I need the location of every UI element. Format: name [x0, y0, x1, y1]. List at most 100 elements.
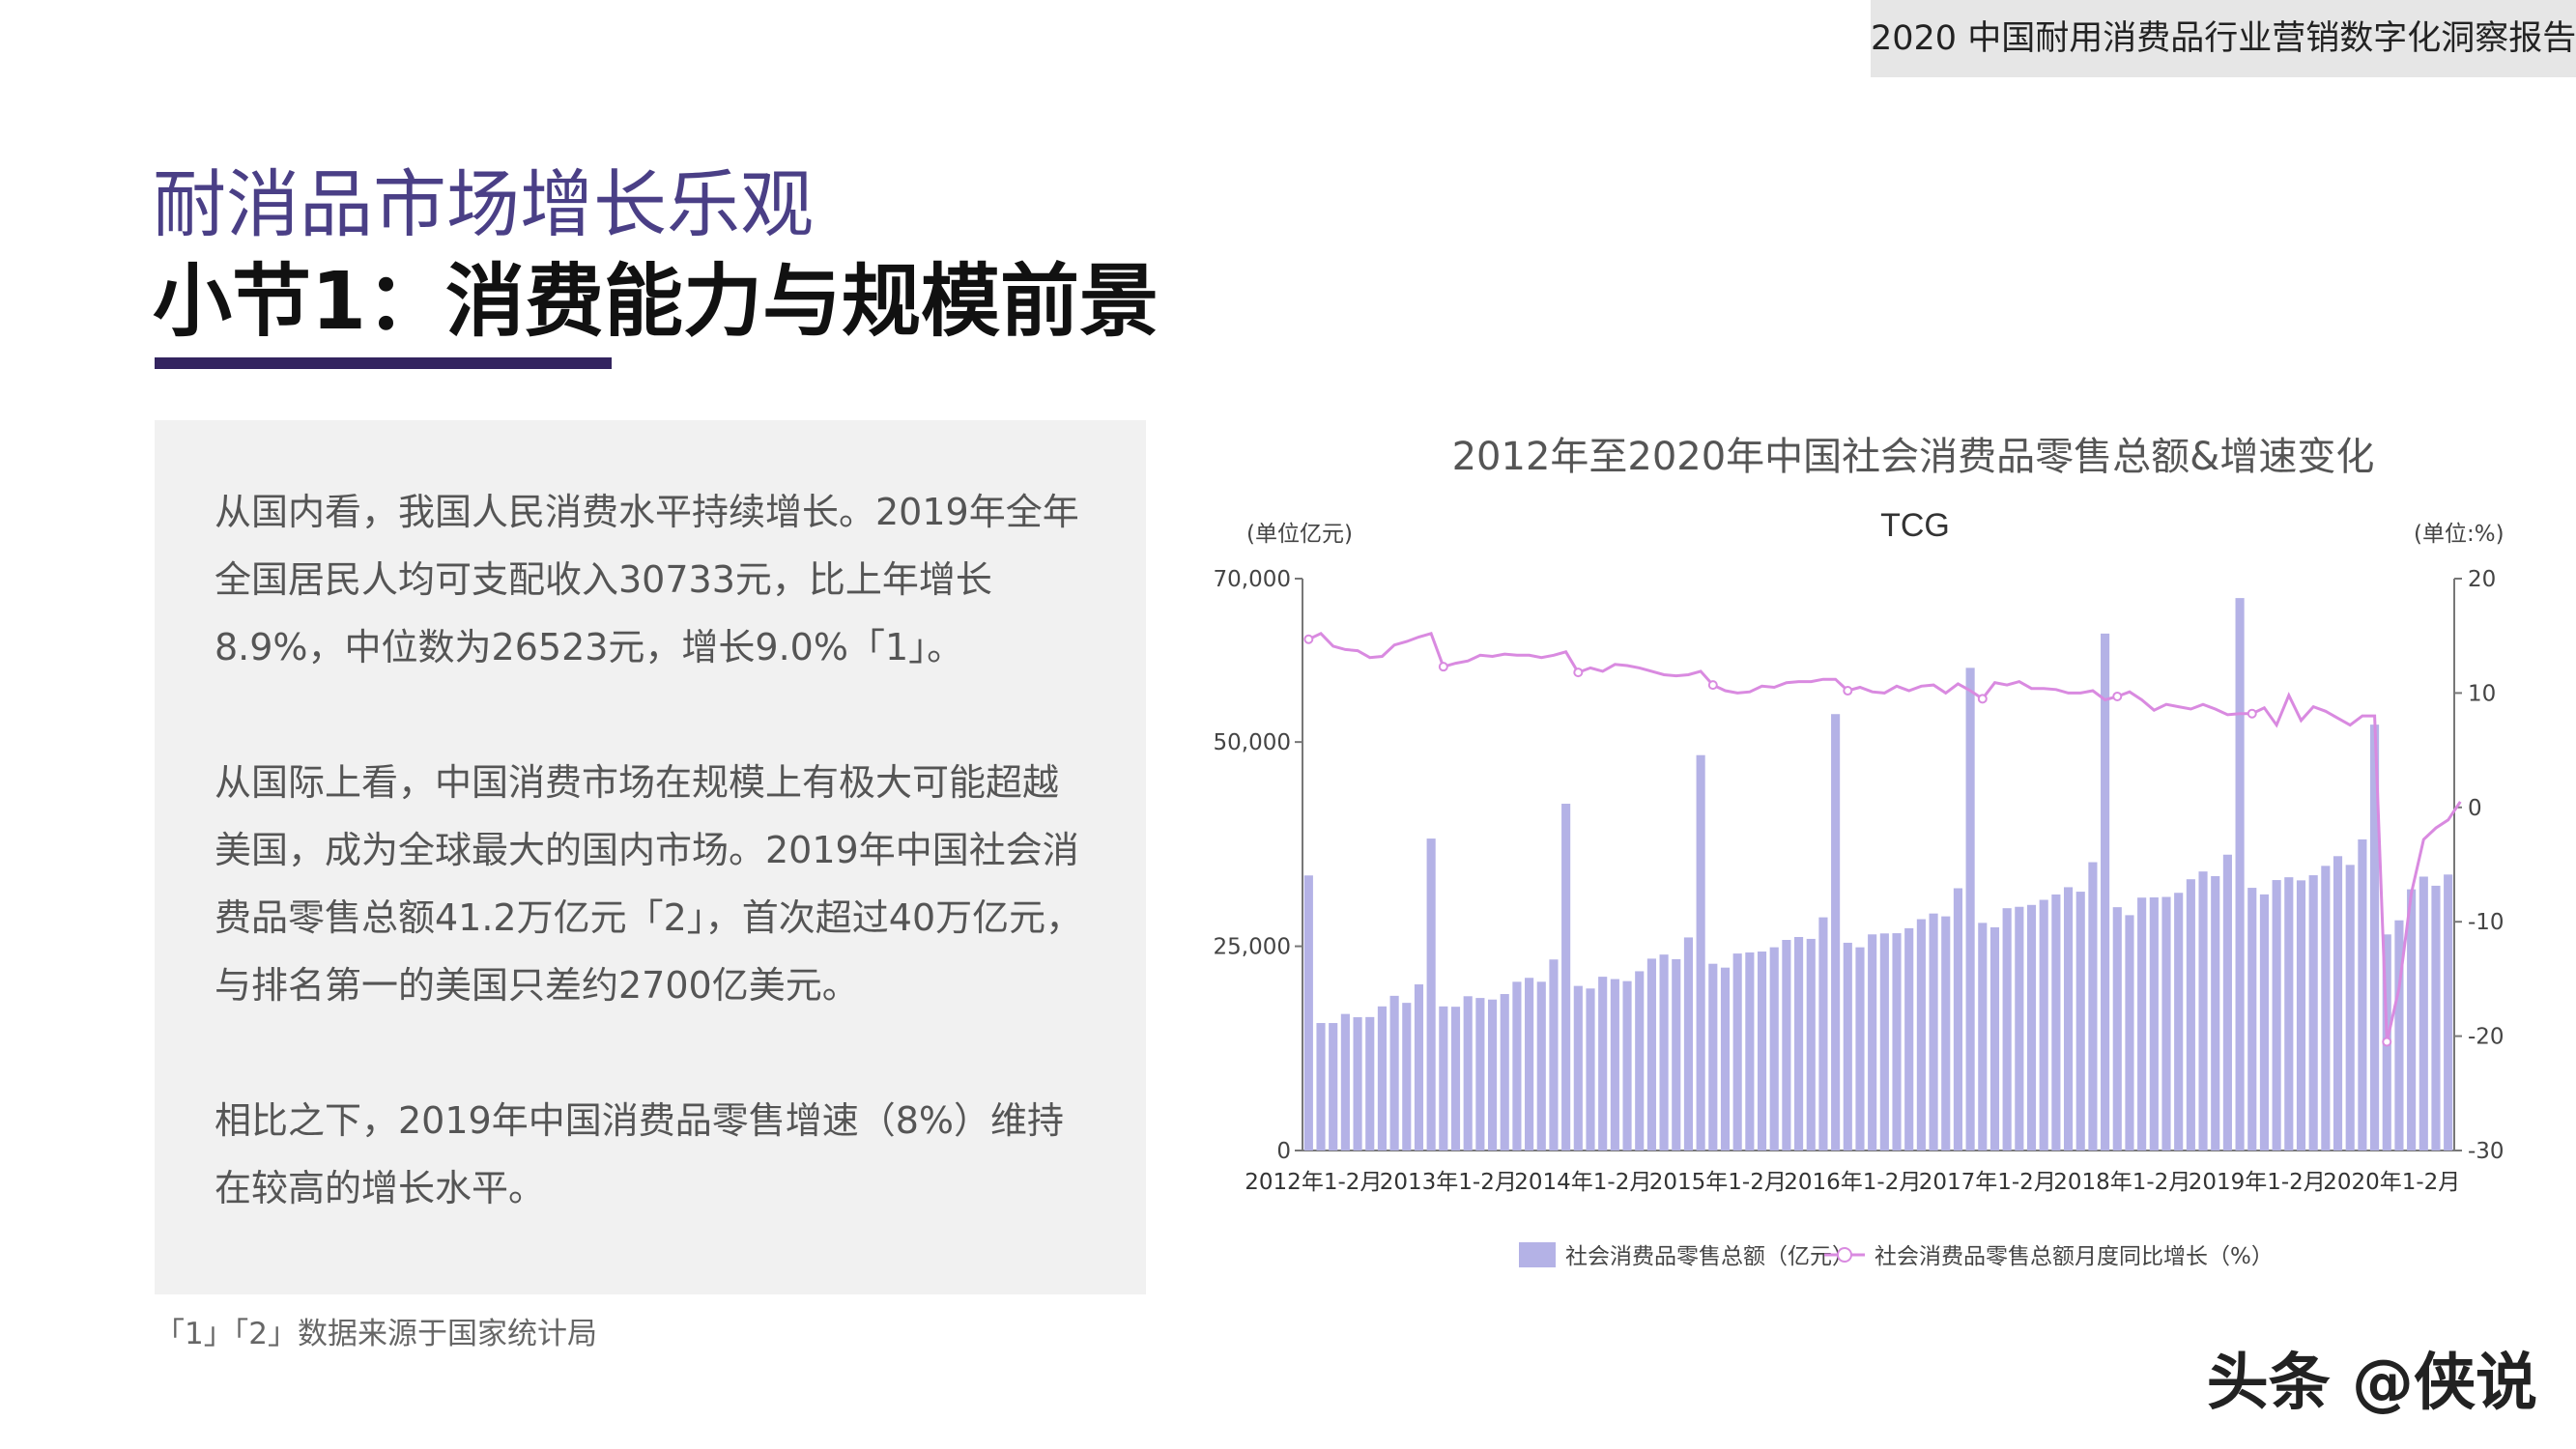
bar	[2431, 885, 2441, 1151]
bar	[1512, 981, 1522, 1151]
bar	[2186, 879, 2195, 1151]
bar	[2015, 906, 2024, 1151]
growth-point	[1573, 668, 1584, 678]
x-tick-label: 2013年1-2月	[1380, 1170, 1517, 1195]
bar	[1732, 953, 1742, 1151]
bar	[1646, 958, 1656, 1151]
bar	[1953, 888, 1962, 1151]
bar	[2137, 897, 2147, 1151]
bar	[1868, 934, 1877, 1151]
bar	[1536, 981, 1546, 1151]
bar	[1659, 954, 1669, 1151]
bar	[2333, 856, 2343, 1151]
bar	[1904, 927, 1914, 1151]
y-right-unit: (单位:%)	[2414, 522, 2504, 547]
bar	[2088, 862, 2098, 1151]
paragraph-international: 从国际上看，中国消费市场在规模上有极大可能超越美国，成为全球最大的国内市场。20…	[215, 761, 1083, 1007]
bar	[1316, 1023, 1326, 1151]
bar	[1989, 926, 2000, 1151]
bar	[2419, 876, 2428, 1151]
growth-point	[1707, 680, 1718, 691]
bar	[1414, 984, 1424, 1151]
bar	[1757, 952, 1767, 1151]
main-title: 耐消品市场增长乐观	[153, 161, 814, 247]
bar	[1402, 1003, 1412, 1151]
bar	[2174, 893, 2184, 1151]
bar	[2161, 896, 2171, 1151]
y-right-tick-label: 0	[2468, 796, 2482, 821]
bar	[2259, 894, 2270, 1151]
bar	[1622, 980, 1632, 1151]
bar	[2002, 908, 2012, 1151]
paragraph-comparison: 相比之下，2019年中国消费品零售增速（8%）维持在较高的增长水平。	[215, 1099, 1064, 1209]
bar	[1892, 933, 1902, 1151]
legend-line-label: 社会消费品零售总额月度同比增长（%）	[1875, 1244, 2274, 1269]
bar	[2026, 904, 2037, 1151]
bar	[1598, 977, 1608, 1151]
bar	[2444, 874, 2453, 1151]
y-left-unit: (单位亿元)	[1246, 522, 1353, 547]
bar	[1439, 1006, 1448, 1151]
growth-point	[2247, 708, 2257, 719]
legend-line-marker	[1837, 1247, 1852, 1263]
growth-point	[1438, 662, 1448, 672]
bar	[1365, 1016, 1375, 1151]
bar	[1720, 967, 1731, 1151]
bar	[1806, 938, 1816, 1151]
bar	[2247, 888, 2257, 1151]
bar	[2075, 892, 2085, 1151]
bar	[1573, 985, 1583, 1151]
bar	[2272, 880, 2281, 1151]
y-right-tick-label: -10	[2468, 910, 2504, 935]
bar	[1831, 714, 1841, 1151]
x-tick-label: 2019年1-2月	[2189, 1170, 2326, 1195]
retail-sales-chart: TCG (单位亿元) (单位:%) 0 25,000 50,000 70,000 20 10 0 -…	[1214, 507, 2504, 1269]
y-left-tick-label: 70,000	[1214, 567, 1291, 592]
bar	[1635, 971, 1645, 1151]
bar	[2198, 871, 2208, 1151]
x-tick-label: 2016年1-2月	[1784, 1170, 1921, 1195]
bar	[1463, 996, 1473, 1151]
bar	[1586, 988, 1595, 1151]
bar	[2370, 724, 2380, 1151]
y-left-tick-label: 0	[1276, 1139, 1291, 1164]
bar	[1377, 1006, 1387, 1151]
bar	[2222, 854, 2232, 1151]
bar	[1745, 952, 1755, 1151]
growth-point	[2382, 1037, 2392, 1047]
bar	[2284, 877, 2294, 1151]
bar	[1818, 917, 1828, 1151]
bar	[1708, 963, 1718, 1151]
bar	[1353, 1017, 1362, 1151]
bar	[1340, 1013, 1350, 1151]
bar	[2321, 866, 2331, 1151]
bar	[1610, 979, 1619, 1151]
x-tick-label: 2018年1-2月	[2053, 1170, 2190, 1195]
bar	[2063, 887, 2074, 1151]
bar	[1978, 923, 1988, 1151]
x-tick-label: 2012年1-2月	[1245, 1170, 1382, 1195]
bar	[2235, 598, 2245, 1151]
bar	[1683, 937, 1694, 1151]
chart-outer-title: 2012年至2020年中国社会消费品零售总额&增速变化	[1451, 435, 2375, 479]
y-right-tick-label: -20	[2468, 1025, 2504, 1050]
bar	[1303, 875, 1313, 1151]
bar	[2039, 899, 2048, 1151]
bar	[2211, 875, 2220, 1151]
bar	[1426, 838, 1436, 1151]
bar	[1561, 804, 1571, 1151]
bar	[1941, 916, 1951, 1151]
bar	[1696, 754, 1705, 1151]
growth-point	[1977, 694, 1988, 704]
report-title-tag: 2020 中国耐用消费品行业营销数字化洞察报告	[1871, 0, 2576, 77]
bar	[2358, 838, 2367, 1151]
text-panel: 从国内看，我国人民消费水平持续增长。2019年全年全国居民人均可支配收入3073…	[155, 420, 1146, 1294]
bar	[1475, 998, 1485, 1151]
bar	[2308, 875, 2318, 1151]
bar	[1525, 978, 1534, 1151]
bar	[1879, 933, 1889, 1151]
bar	[1549, 959, 1559, 1151]
section-title: 小节1：消费能力与规模前景	[153, 256, 1159, 348]
bar	[1855, 947, 1865, 1151]
x-tick-label: 2020年1-2月	[2323, 1170, 2460, 1195]
